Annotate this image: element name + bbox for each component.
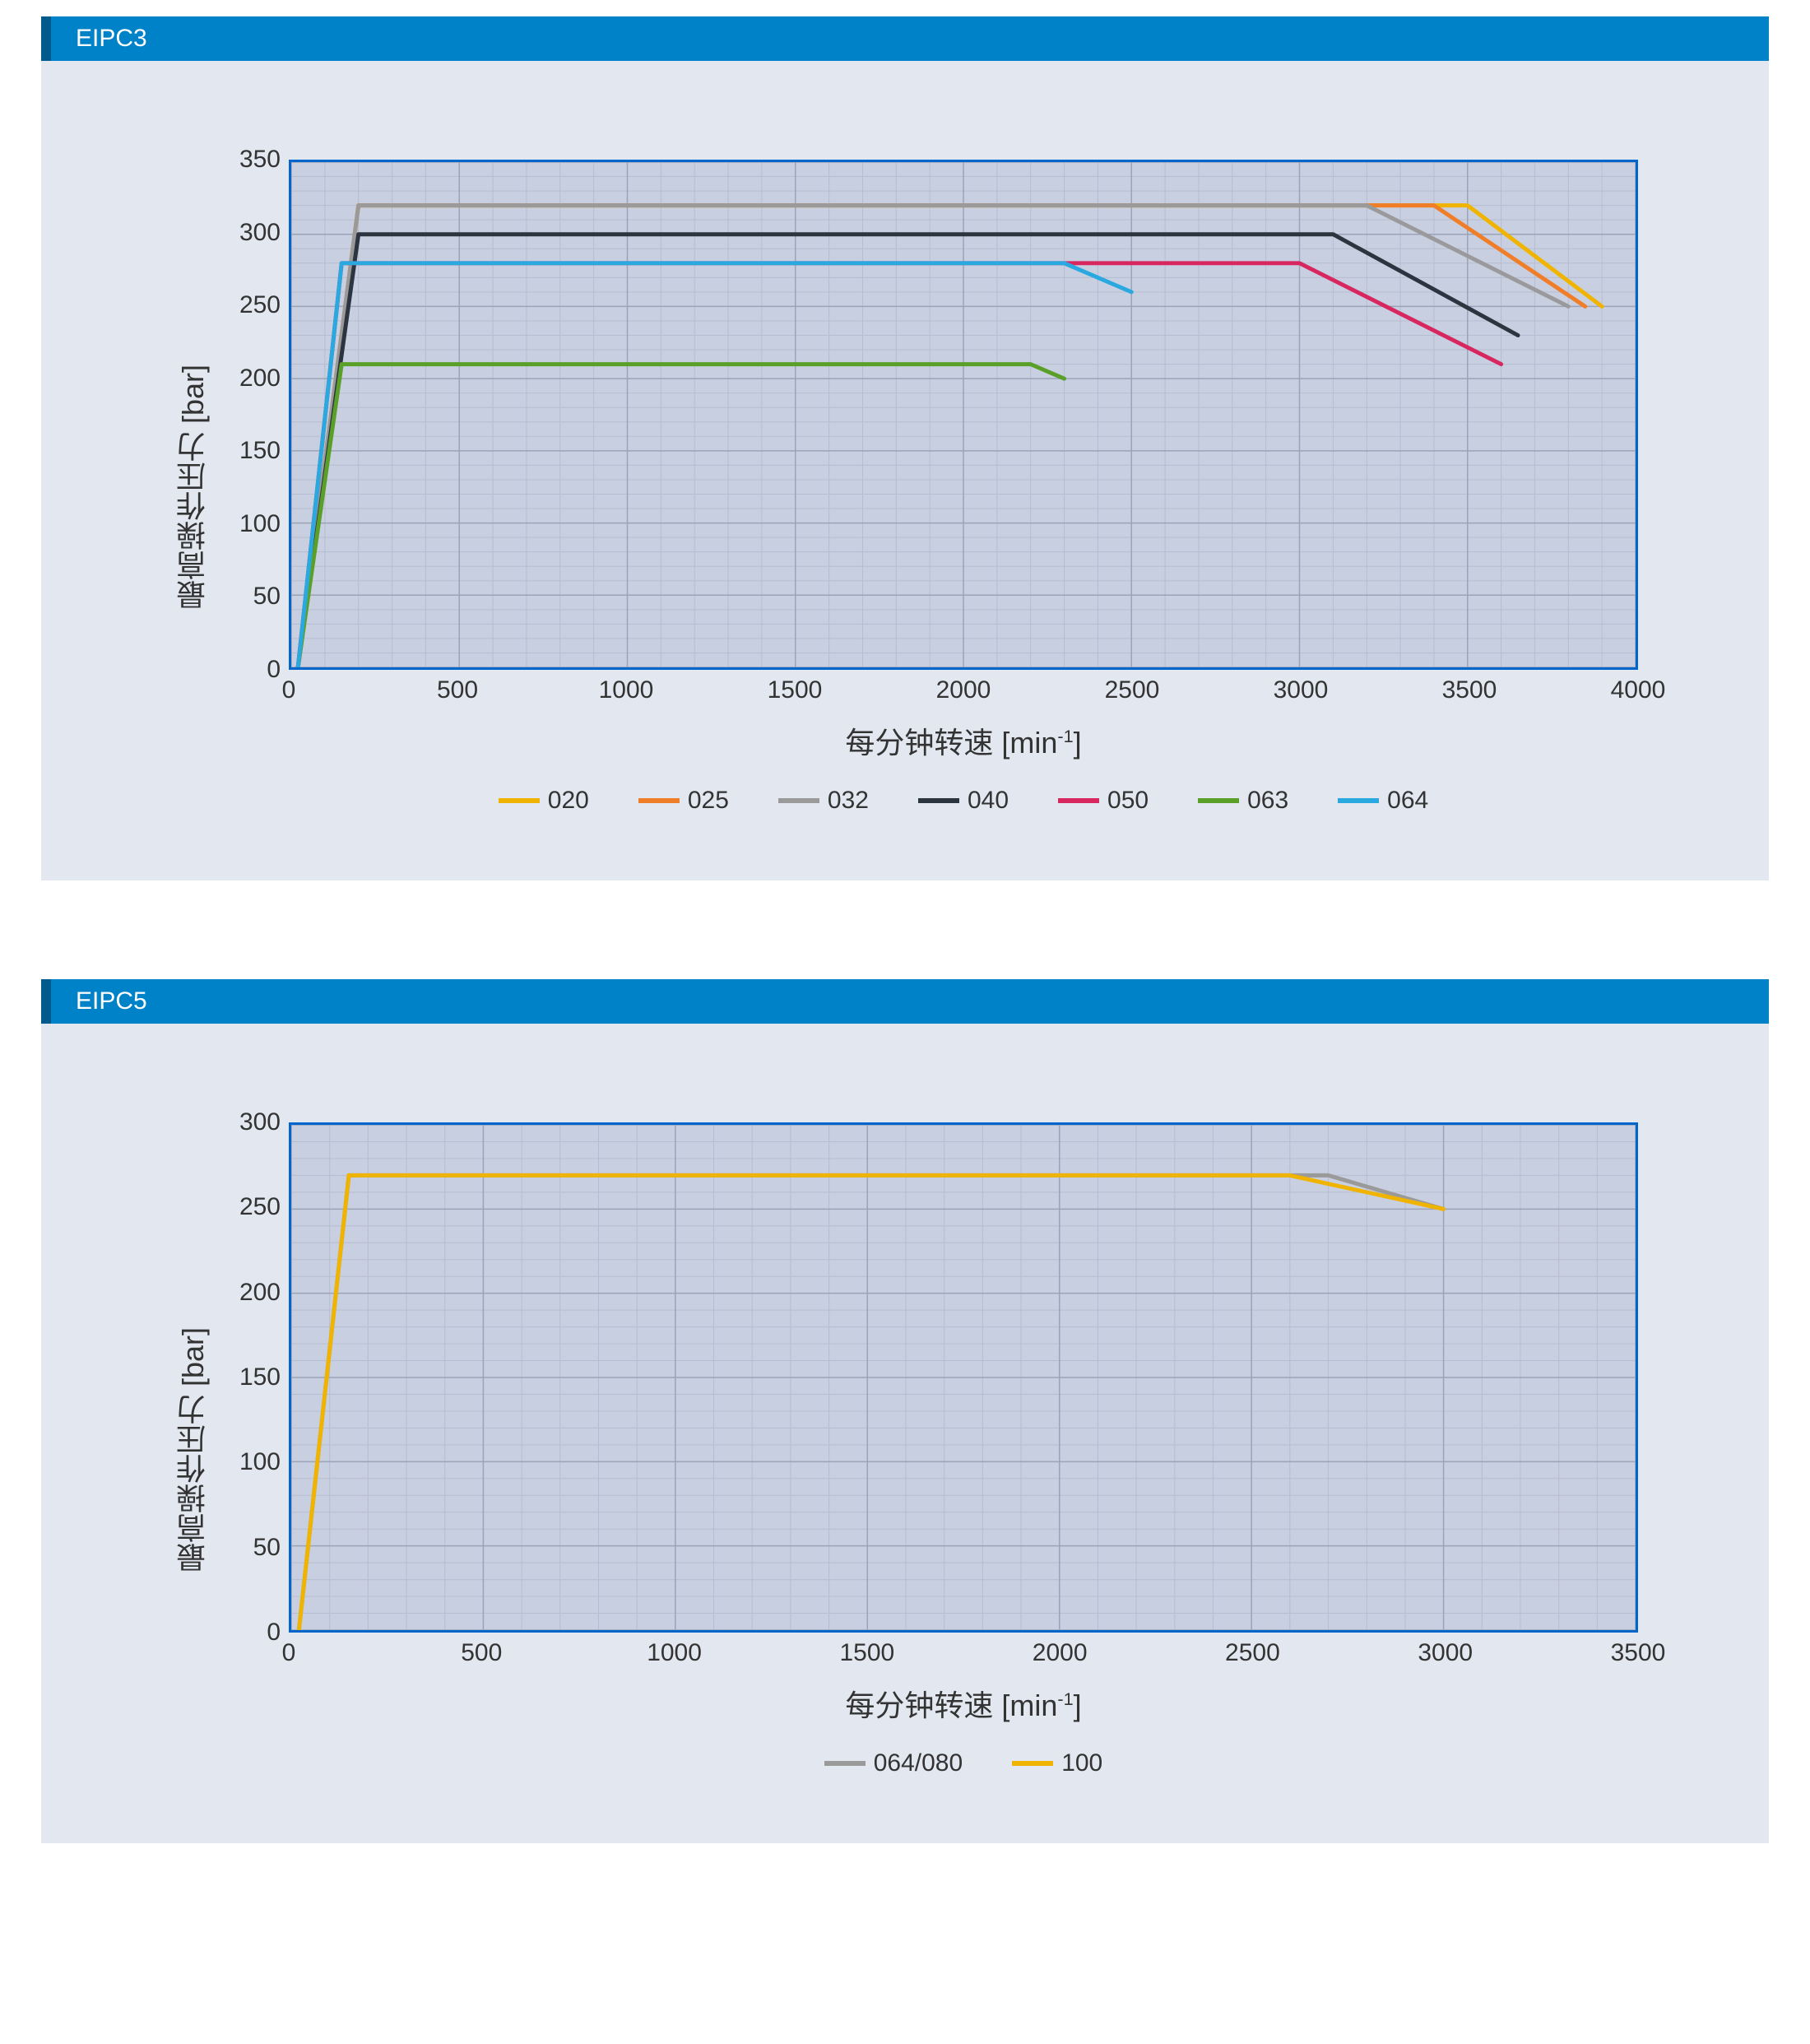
y-tick-label: 350 — [239, 146, 281, 174]
y-tick-label: 250 — [239, 291, 281, 319]
chart: 最高操作压力 [bar]0501001502002503003500500100… — [172, 160, 1638, 815]
legend-item: 064 — [1338, 787, 1428, 815]
legend-swatch — [778, 798, 819, 803]
legend-item: 050 — [1058, 787, 1149, 815]
legend-label: 064/080 — [874, 1749, 963, 1777]
legend-label: 040 — [968, 787, 1009, 815]
y-tick-label: 250 — [239, 1193, 281, 1221]
x-axis-label: 每分钟转速 [min-1] — [289, 1682, 1638, 1725]
legend-swatch — [1338, 798, 1379, 803]
legend-label: 025 — [688, 787, 729, 815]
x-axis-ticks: 0500100015002000250030003500 — [289, 1633, 1638, 1674]
legend-swatch — [499, 798, 540, 803]
panel: EIPC3最高操作压力 [bar]05010015020025030035005… — [41, 16, 1769, 880]
y-tick-label: 100 — [239, 1448, 281, 1476]
x-tick-label: 0 — [282, 676, 296, 704]
legend-label: 020 — [548, 787, 589, 815]
chart-legend: 064/080 100 — [289, 1749, 1638, 1777]
chart-plot-area — [289, 160, 1638, 670]
legend-label: 032 — [828, 787, 869, 815]
x-tick-label: 0 — [282, 1639, 296, 1667]
legend-label: 064 — [1387, 787, 1428, 815]
legend-label: 063 — [1247, 787, 1288, 815]
chart-legend: 020 025 032 040 050 063 064 — [289, 787, 1638, 815]
legend-item: 025 — [638, 787, 729, 815]
x-tick-label: 3000 — [1274, 676, 1329, 704]
chart: 最高操作压力 [bar]0501001502002503000500100015… — [172, 1122, 1638, 1777]
panel: EIPC5最高操作压力 [bar]05010015020025030005001… — [41, 979, 1769, 1843]
x-tick-label: 3000 — [1418, 1639, 1473, 1667]
legend-label: 050 — [1107, 787, 1149, 815]
legend-label: 100 — [1061, 1749, 1102, 1777]
legend-swatch — [1012, 1761, 1053, 1766]
y-axis-label: 最高操作压力 [bar] — [172, 365, 215, 610]
x-tick-label: 2000 — [1033, 1639, 1088, 1667]
legend-swatch — [1058, 798, 1099, 803]
x-tick-label: 500 — [437, 676, 478, 704]
y-tick-label: 50 — [253, 1534, 281, 1562]
legend-item: 040 — [918, 787, 1009, 815]
x-tick-label: 2500 — [1225, 1639, 1280, 1667]
panel-header: EIPC5 — [41, 979, 1769, 1024]
x-tick-label: 4000 — [1611, 676, 1666, 704]
x-axis-ticks: 05001000150020002500300035004000 — [289, 670, 1638, 711]
legend-swatch — [824, 1761, 866, 1766]
panel-body: 最高操作压力 [bar]0501001502002503003500500100… — [41, 61, 1769, 880]
x-tick-label: 500 — [461, 1639, 502, 1667]
y-tick-label: 100 — [239, 510, 281, 538]
y-axis-ticks: 050100150200250300350 — [231, 160, 289, 670]
x-tick-label: 3500 — [1442, 676, 1497, 704]
y-axis-ticks: 050100150200250300 — [231, 1122, 289, 1633]
x-tick-label: 3500 — [1611, 1639, 1666, 1667]
y-axis-label: 最高操作压力 [bar] — [172, 1327, 215, 1572]
y-tick-label: 50 — [253, 583, 281, 611]
y-tick-label: 300 — [239, 1108, 281, 1136]
x-tick-label: 1500 — [768, 676, 823, 704]
panel-header: EIPC3 — [41, 16, 1769, 61]
legend-item: 032 — [778, 787, 869, 815]
legend-swatch — [1198, 798, 1239, 803]
y-tick-label: 0 — [267, 1619, 281, 1647]
x-tick-label: 1000 — [647, 1639, 702, 1667]
x-tick-label: 1500 — [839, 1639, 894, 1667]
y-tick-label: 300 — [239, 219, 281, 247]
y-tick-label: 0 — [267, 656, 281, 684]
legend-item: 064/080 — [824, 1749, 963, 1777]
legend-swatch — [638, 798, 680, 803]
chart-plot-area — [289, 1122, 1638, 1633]
y-tick-label: 150 — [239, 1363, 281, 1391]
y-tick-label: 200 — [239, 1279, 281, 1307]
legend-item: 100 — [1012, 1749, 1102, 1777]
y-tick-label: 200 — [239, 365, 281, 393]
legend-item: 020 — [499, 787, 589, 815]
x-tick-label: 1000 — [599, 676, 654, 704]
x-tick-label: 2500 — [1105, 676, 1160, 704]
x-axis-label: 每分钟转速 [min-1] — [289, 719, 1638, 762]
panel-body: 最高操作压力 [bar]0501001502002503000500100015… — [41, 1024, 1769, 1843]
x-tick-label: 2000 — [936, 676, 991, 704]
legend-item: 063 — [1198, 787, 1288, 815]
legend-swatch — [918, 798, 959, 803]
y-tick-label: 150 — [239, 437, 281, 465]
